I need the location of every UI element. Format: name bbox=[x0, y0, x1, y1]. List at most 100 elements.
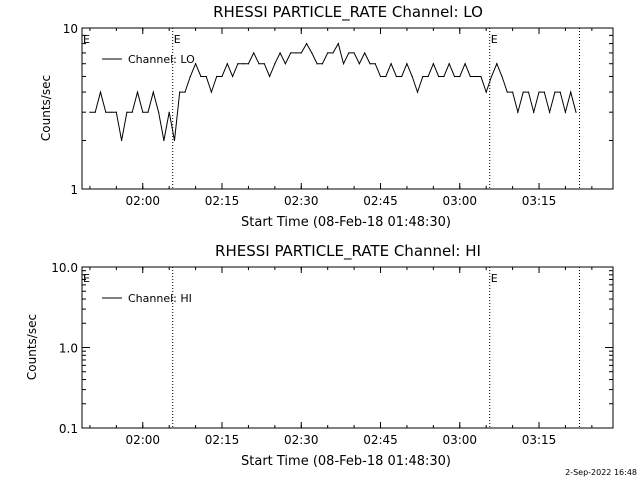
hi-channel-panel: RHESSI PARTICLE_RATE Channel: HI Counts/… bbox=[25, 242, 614, 469]
y-tick-label: 1 bbox=[70, 183, 78, 197]
data-point bbox=[564, 111, 567, 113]
chart-title: RHESSI PARTICLE_RATE Channel: LO bbox=[213, 3, 483, 22]
data-point bbox=[364, 52, 366, 54]
data-point bbox=[459, 75, 461, 78]
legend-label: Channel: HI bbox=[128, 292, 192, 305]
data-point bbox=[194, 63, 197, 65]
x-tick-label: 02:30 bbox=[284, 433, 319, 447]
data-point bbox=[253, 52, 255, 54]
data-point bbox=[237, 63, 239, 65]
x-axis-label: Start Time (08-Feb-18 01:48:30) bbox=[241, 215, 451, 230]
data-point bbox=[464, 63, 466, 65]
data-point bbox=[379, 75, 382, 78]
y-tick-label: 10.0 bbox=[51, 261, 78, 275]
x-axis-label: Start Time (08-Feb-18 01:48:30) bbox=[241, 454, 451, 469]
data-point bbox=[559, 91, 561, 93]
data-point bbox=[522, 91, 524, 93]
data-point bbox=[163, 139, 165, 142]
data-point bbox=[295, 52, 297, 54]
edge-event-label: E bbox=[83, 272, 90, 285]
event-marker-label: E bbox=[491, 33, 498, 46]
data-point bbox=[147, 111, 149, 113]
data-point bbox=[448, 63, 450, 65]
data-point bbox=[121, 139, 123, 142]
plot-marks: 02:00 02:15 02:30 02:45 03:00 03:15 1 10 E E E Chan… bbox=[63, 22, 613, 208]
data-point bbox=[374, 63, 376, 65]
y-tick-label: 1.0 bbox=[59, 342, 78, 356]
x-tick-label: 02:45 bbox=[363, 194, 398, 208]
data-point bbox=[432, 63, 434, 65]
x-tick-label: 02:45 bbox=[363, 433, 398, 447]
data-point bbox=[115, 111, 117, 113]
x-tick-label: 03:15 bbox=[522, 433, 557, 447]
data-point bbox=[226, 63, 228, 65]
event-marker-label: E bbox=[174, 33, 181, 46]
data-point bbox=[369, 63, 371, 65]
data-point bbox=[512, 91, 514, 93]
plot-frame bbox=[81, 27, 614, 190]
data-point bbox=[210, 91, 213, 93]
data-point bbox=[490, 75, 493, 78]
data-point bbox=[480, 75, 482, 78]
data-point bbox=[575, 111, 577, 113]
data-point bbox=[327, 52, 329, 54]
chart-title: RHESSI PARTICLE_RATE Channel: HI bbox=[215, 242, 481, 261]
data-point bbox=[152, 91, 154, 93]
data-point bbox=[411, 75, 413, 78]
data-point bbox=[469, 75, 471, 78]
lo-channel-panel: RHESSI PARTICLE_RATE Channel: LO Counts/… bbox=[39, 3, 614, 230]
data-point bbox=[311, 52, 313, 54]
data-point bbox=[268, 75, 271, 78]
x-tick-label: 02:00 bbox=[125, 194, 160, 208]
y-tick-label: 0.1 bbox=[59, 422, 78, 436]
data-point bbox=[506, 91, 508, 93]
data-point bbox=[416, 91, 419, 93]
data-point bbox=[390, 63, 392, 65]
edge-event-label: E bbox=[83, 33, 90, 46]
data-point bbox=[247, 63, 250, 65]
data-point bbox=[179, 91, 181, 93]
data-point bbox=[501, 75, 503, 78]
data-point bbox=[142, 111, 144, 113]
data-point bbox=[475, 75, 477, 78]
data-point bbox=[94, 111, 96, 113]
data-point bbox=[300, 52, 302, 54]
data-point bbox=[99, 91, 102, 93]
data-point bbox=[200, 75, 202, 78]
data-point bbox=[543, 91, 545, 93]
x-tick-label: 03:00 bbox=[442, 433, 477, 447]
data-point bbox=[406, 63, 408, 65]
data-point bbox=[105, 111, 107, 113]
x-tick-label: 02:15 bbox=[205, 194, 240, 208]
data-point bbox=[205, 75, 207, 78]
data-point bbox=[258, 63, 260, 65]
data-point bbox=[131, 111, 133, 113]
x-tick-label: 03:00 bbox=[442, 194, 477, 208]
data-point bbox=[290, 52, 292, 54]
data-point bbox=[126, 111, 128, 113]
data-point bbox=[517, 111, 519, 113]
x-tick-label: 02:00 bbox=[125, 433, 160, 447]
data-point bbox=[279, 52, 281, 54]
data-point bbox=[453, 75, 456, 78]
data-point bbox=[321, 63, 324, 65]
y-axis-label: Counts/sec bbox=[39, 75, 53, 141]
data-point bbox=[395, 75, 397, 78]
data-point bbox=[189, 75, 191, 78]
data-point bbox=[527, 91, 530, 93]
data-point bbox=[221, 75, 223, 78]
data-point bbox=[538, 91, 540, 93]
data-point bbox=[284, 63, 287, 65]
legend-label: Channel: LO bbox=[128, 53, 195, 66]
data-point bbox=[184, 91, 186, 93]
data-point bbox=[485, 91, 487, 93]
data-point bbox=[422, 75, 424, 78]
data-point bbox=[348, 52, 350, 54]
footer-timestamp: 2-Sep-2022 16:48 bbox=[565, 468, 637, 477]
y-axis-label: Counts/sec bbox=[25, 314, 39, 380]
x-tick-label: 03:15 bbox=[522, 194, 557, 208]
data-point bbox=[231, 75, 234, 78]
data-point bbox=[570, 91, 572, 93]
